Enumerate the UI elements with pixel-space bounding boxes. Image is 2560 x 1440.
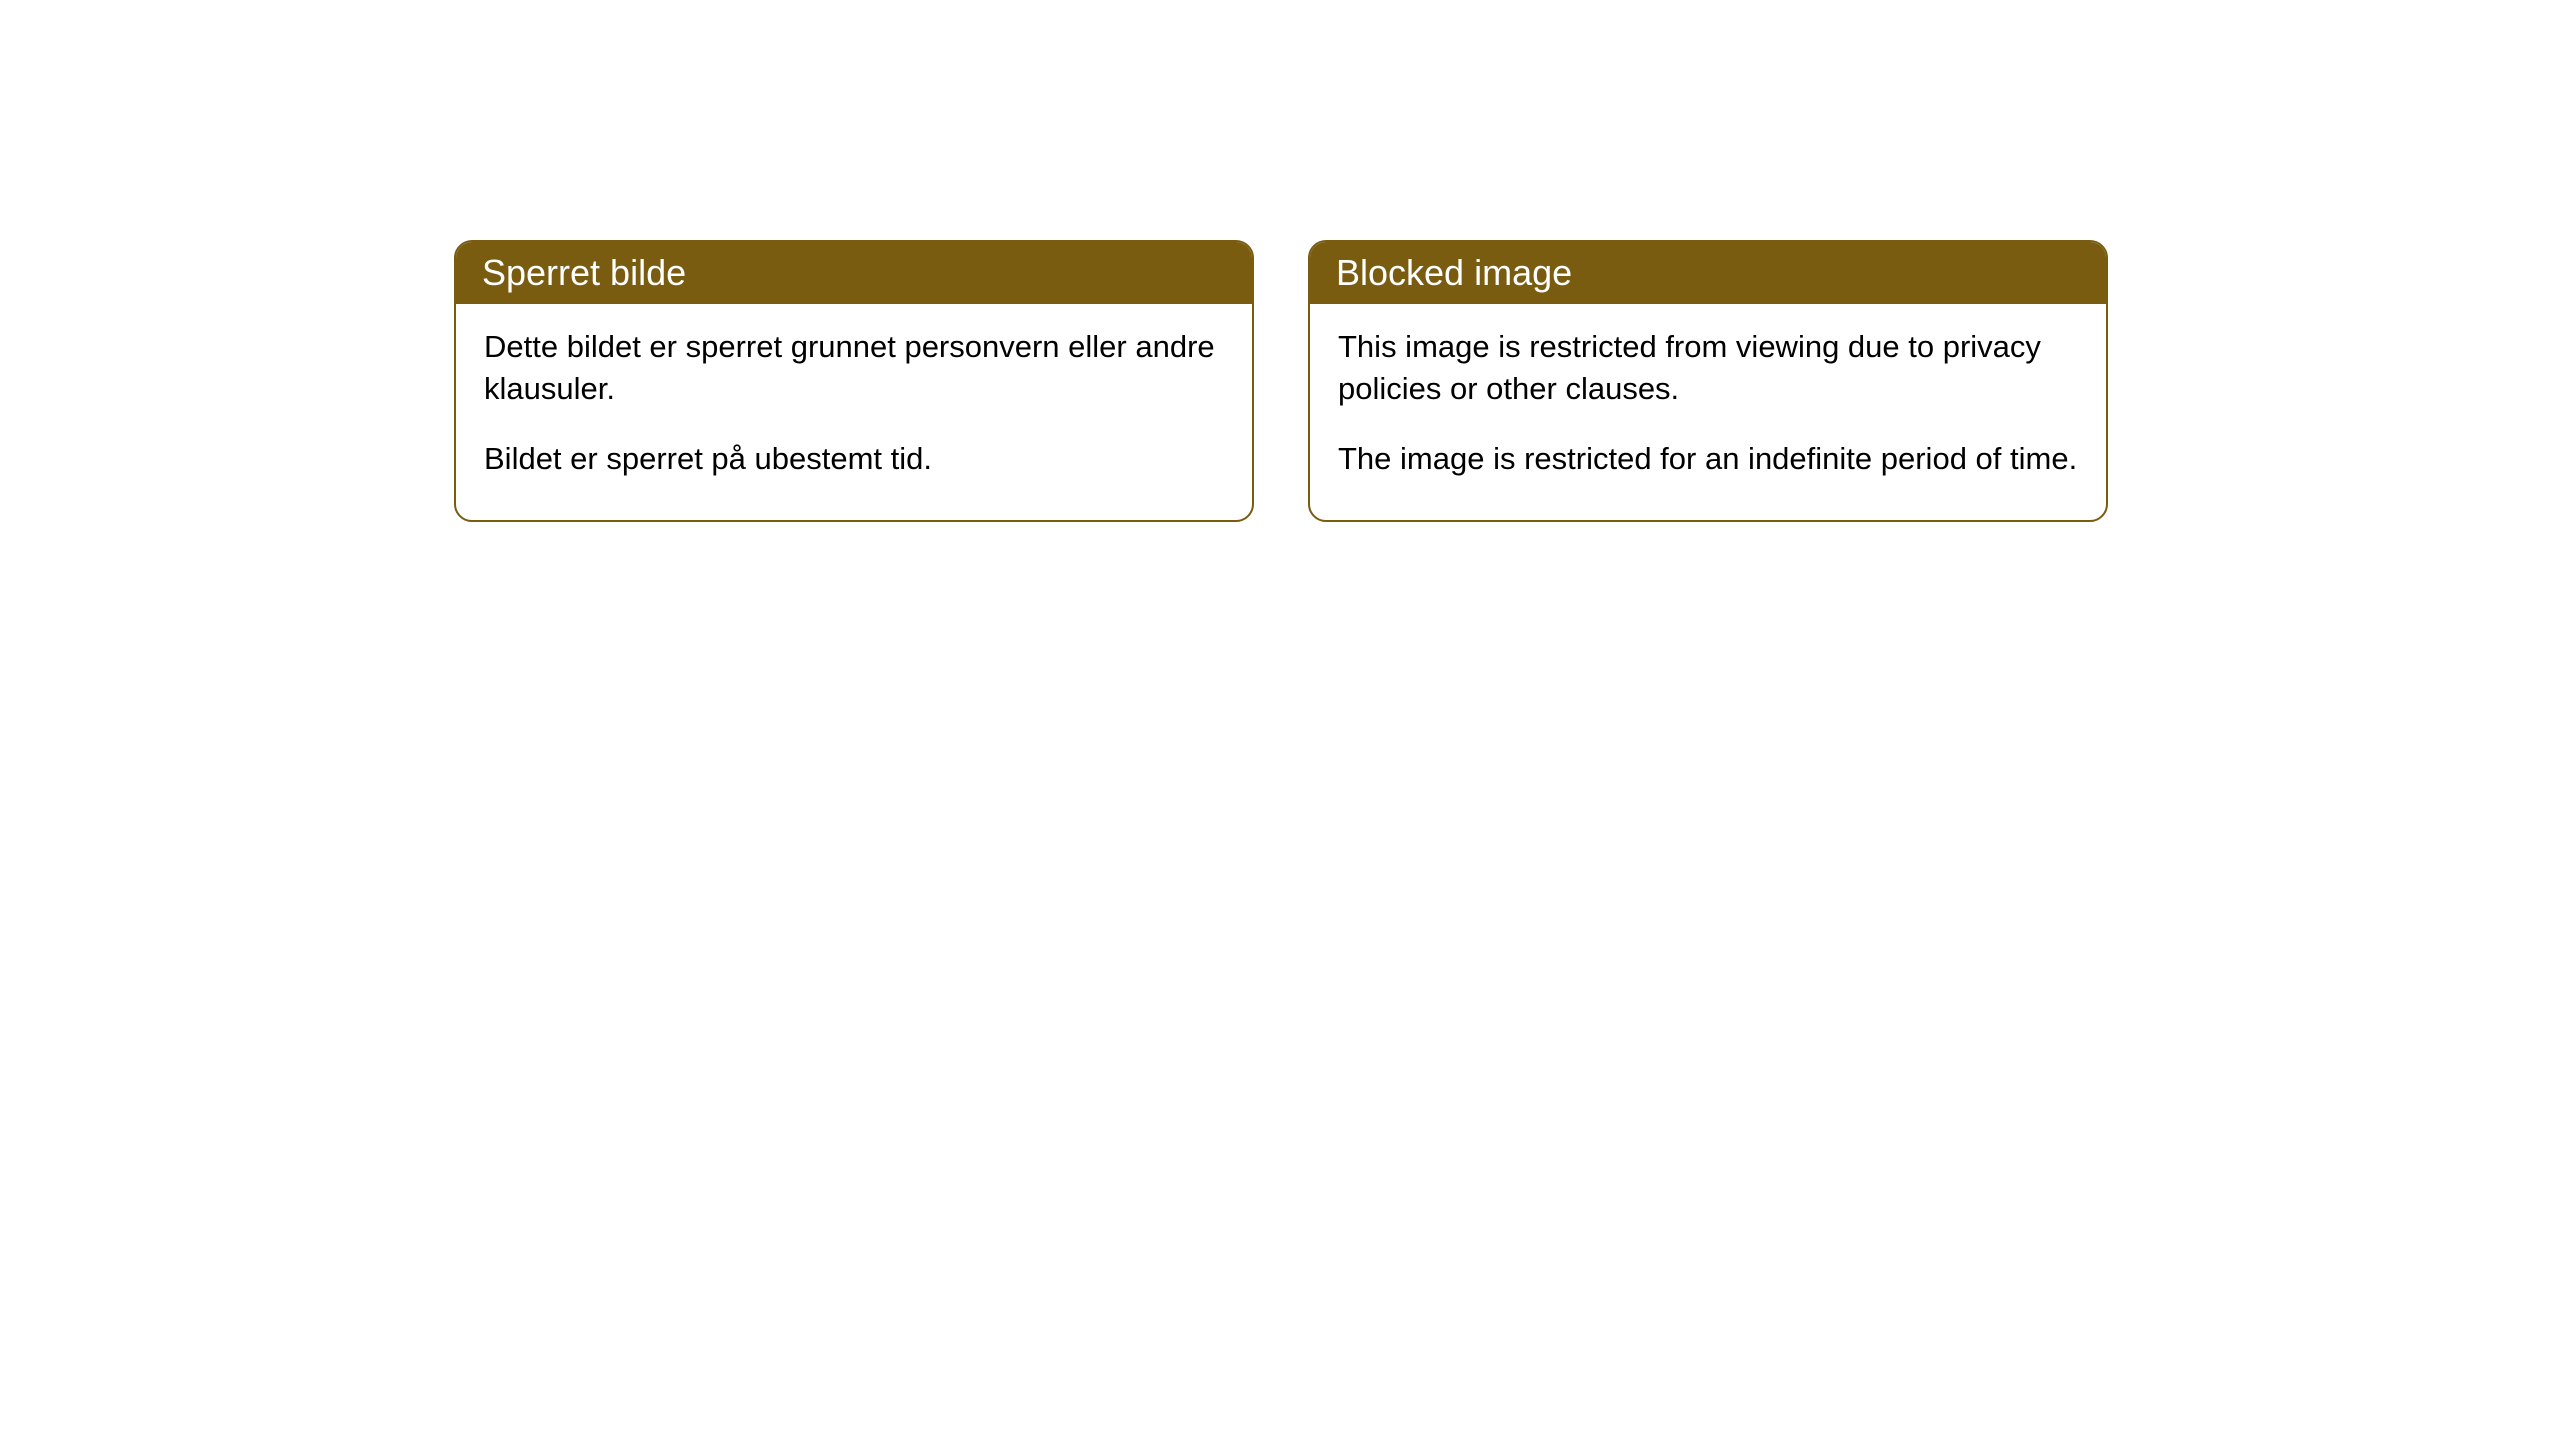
notice-text-2-english: The image is restricted for an indefinit… [1338, 438, 2078, 480]
notice-container: Sperret bilde Dette bildet er sperret gr… [0, 0, 2560, 522]
card-header-norwegian: Sperret bilde [456, 242, 1252, 304]
card-body-norwegian: Dette bildet er sperret grunnet personve… [456, 304, 1252, 520]
blocked-image-card-norwegian: Sperret bilde Dette bildet er sperret gr… [454, 240, 1254, 522]
card-body-english: This image is restricted from viewing du… [1310, 304, 2106, 520]
notice-text-1-norwegian: Dette bildet er sperret grunnet personve… [484, 326, 1224, 410]
notice-text-1-english: This image is restricted from viewing du… [1338, 326, 2078, 410]
card-header-english: Blocked image [1310, 242, 2106, 304]
blocked-image-card-english: Blocked image This image is restricted f… [1308, 240, 2108, 522]
notice-text-2-norwegian: Bildet er sperret på ubestemt tid. [484, 438, 1224, 480]
